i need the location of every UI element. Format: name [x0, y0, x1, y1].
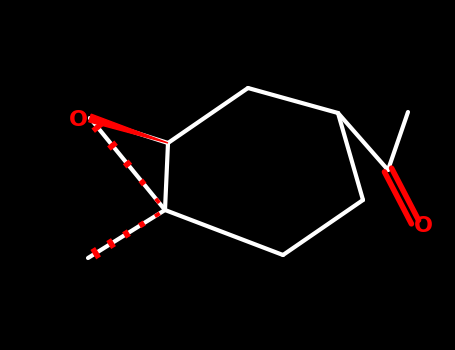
- Text: O: O: [69, 110, 87, 130]
- Text: O: O: [414, 216, 433, 236]
- Polygon shape: [89, 114, 168, 143]
